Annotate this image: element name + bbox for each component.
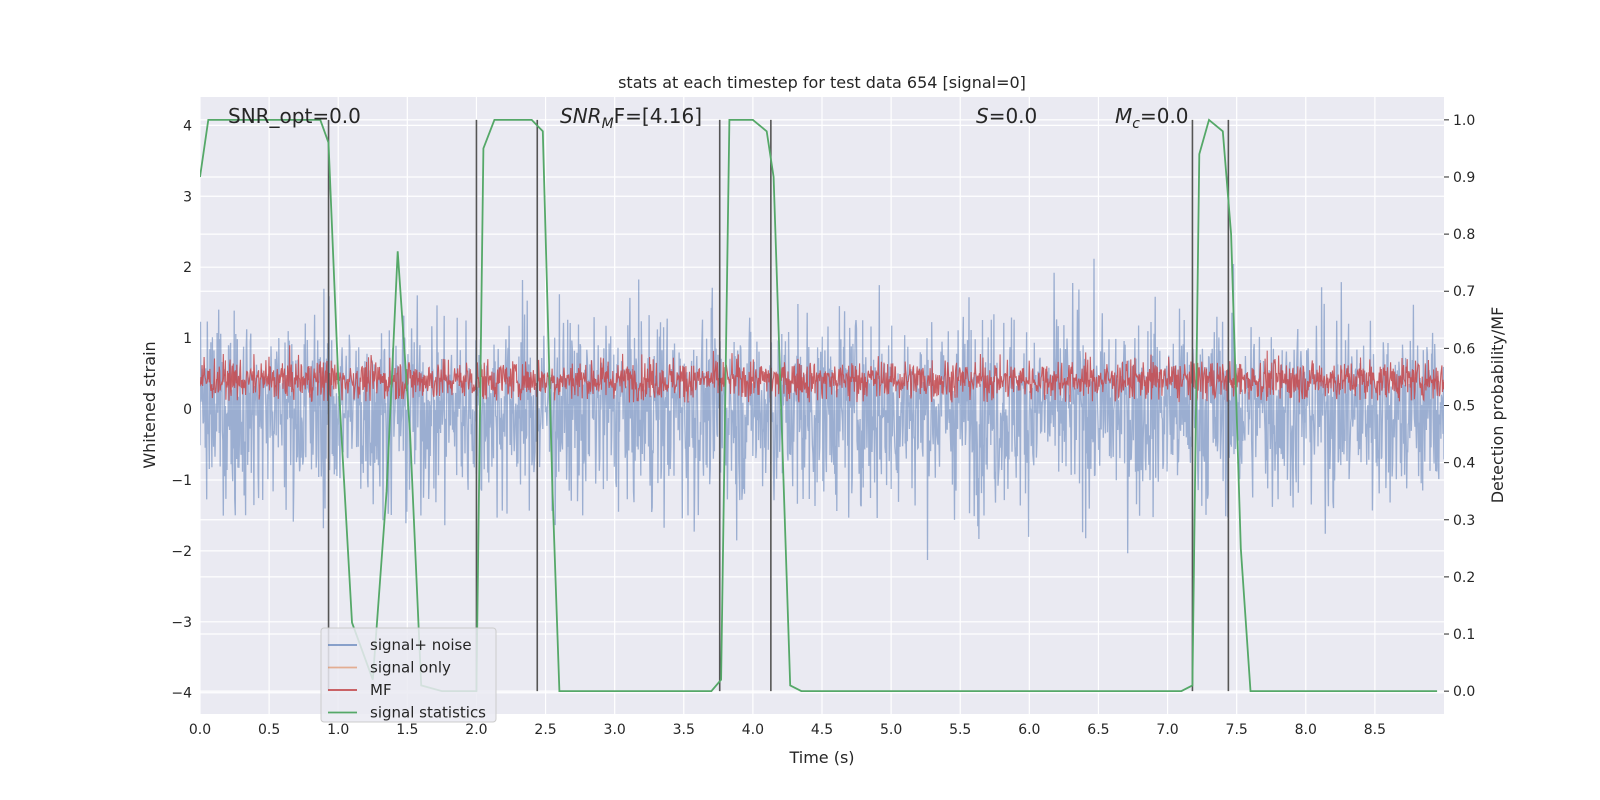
legend-items: signal+ noise signal only MF signal statist… <box>328 636 486 722</box>
legend-label: signal statistics <box>370 704 486 722</box>
annotation-mc-value: =0.0 <box>1140 104 1189 128</box>
chart-title: stats at each timestep for test data 654… <box>618 73 1026 92</box>
y2-tick-label: 0.9 <box>1453 170 1475 186</box>
annotation-mc-symbol: M <box>1115 104 1132 128</box>
y2-tick-label: 0.5 <box>1453 399 1475 415</box>
x-tick-label: 0.5 <box>258 722 280 738</box>
legend-label: MF <box>370 681 392 699</box>
legend-box <box>320 627 497 723</box>
legend-label: signal+ noise <box>370 636 472 654</box>
data-layer <box>200 118 1444 692</box>
annotation-snr-opt: SNR_opt=0.0 <box>228 104 361 128</box>
x-tick-label: 4.0 <box>742 722 764 738</box>
x-tick-label: 7.0 <box>1156 722 1178 738</box>
x-tick-label: 5.5 <box>949 722 971 738</box>
y2-tick-label: 0.2 <box>1453 570 1475 586</box>
x-tick-label: 5.0 <box>880 722 902 738</box>
x-tick-label: 3.0 <box>604 722 626 738</box>
annotation-snr-mf-value: F=[4.16] <box>614 104 702 128</box>
y2-tick-label: 0.8 <box>1453 227 1475 243</box>
y2-axis-label: Detection probability/MF <box>1488 307 1507 504</box>
x-tick-label: 6.5 <box>1087 722 1109 738</box>
x-tick-label: 7.5 <box>1226 722 1248 738</box>
y2-tick-label: 0.6 <box>1453 341 1475 357</box>
annotation-s: S=0.0 <box>976 104 1037 128</box>
x-axis-label: Time (s) <box>788 748 854 767</box>
annotation-mc-subscript: c <box>1132 116 1140 132</box>
annotation-snr-mf-symbol: SNR <box>560 104 602 128</box>
y-tick-label: 0 <box>183 402 192 418</box>
y-tick-label: −4 <box>171 686 192 702</box>
y-tick-label: −2 <box>171 544 192 560</box>
x-tick-label: 1.5 <box>396 722 418 738</box>
x-tick-label: 2.0 <box>465 722 487 738</box>
y2-tick-label: 0.1 <box>1453 627 1475 643</box>
y2-tick-label: 0.3 <box>1453 513 1475 529</box>
legend-label: signal only <box>370 659 451 677</box>
y-tick-label: 1 <box>183 331 192 347</box>
y2-tick-label: 0.4 <box>1453 456 1475 472</box>
annotation-s-value: =0.0 <box>989 104 1038 128</box>
legend: signal+ noise signal only MF signal statist… <box>320 627 497 723</box>
y-tick-label: −1 <box>171 473 192 489</box>
x-tick-label: 1.0 <box>327 722 349 738</box>
y-axis-label: Whitened strain <box>140 341 159 468</box>
annotation-mc: Mc=0.0 <box>1115 104 1189 132</box>
annotation-snr-mf-subscript: M <box>602 116 614 132</box>
y2-tick-label: 1.0 <box>1453 113 1475 129</box>
x-tick-label: 0.0 <box>189 722 211 738</box>
annotation-snr-mf: SNRMF=[4.16] <box>560 104 702 132</box>
x-tick-label: 6.0 <box>1018 722 1040 738</box>
x-tick-label: 4.5 <box>811 722 833 738</box>
y2-tick-label: 0.0 <box>1453 684 1475 700</box>
x-tick-label: 3.5 <box>673 722 695 738</box>
annotation-s-symbol: S <box>976 104 989 128</box>
ticks: 0.0 0.5 1.0 1.5 2.0 2.5 3.0 3.5 4.0 4.5 5.0 5.5 6.0 6… <box>171 113 1475 738</box>
y-tick-label: 3 <box>183 189 192 205</box>
y-tick-label: 2 <box>183 260 192 276</box>
y-tick-label: −3 <box>171 615 192 631</box>
y-tick-label: 4 <box>183 118 192 134</box>
y2-tick-label: 0.7 <box>1453 284 1475 300</box>
x-tick-label: 2.5 <box>534 722 556 738</box>
x-tick-label: 8.5 <box>1364 722 1386 738</box>
x-tick-label: 8.0 <box>1295 722 1317 738</box>
